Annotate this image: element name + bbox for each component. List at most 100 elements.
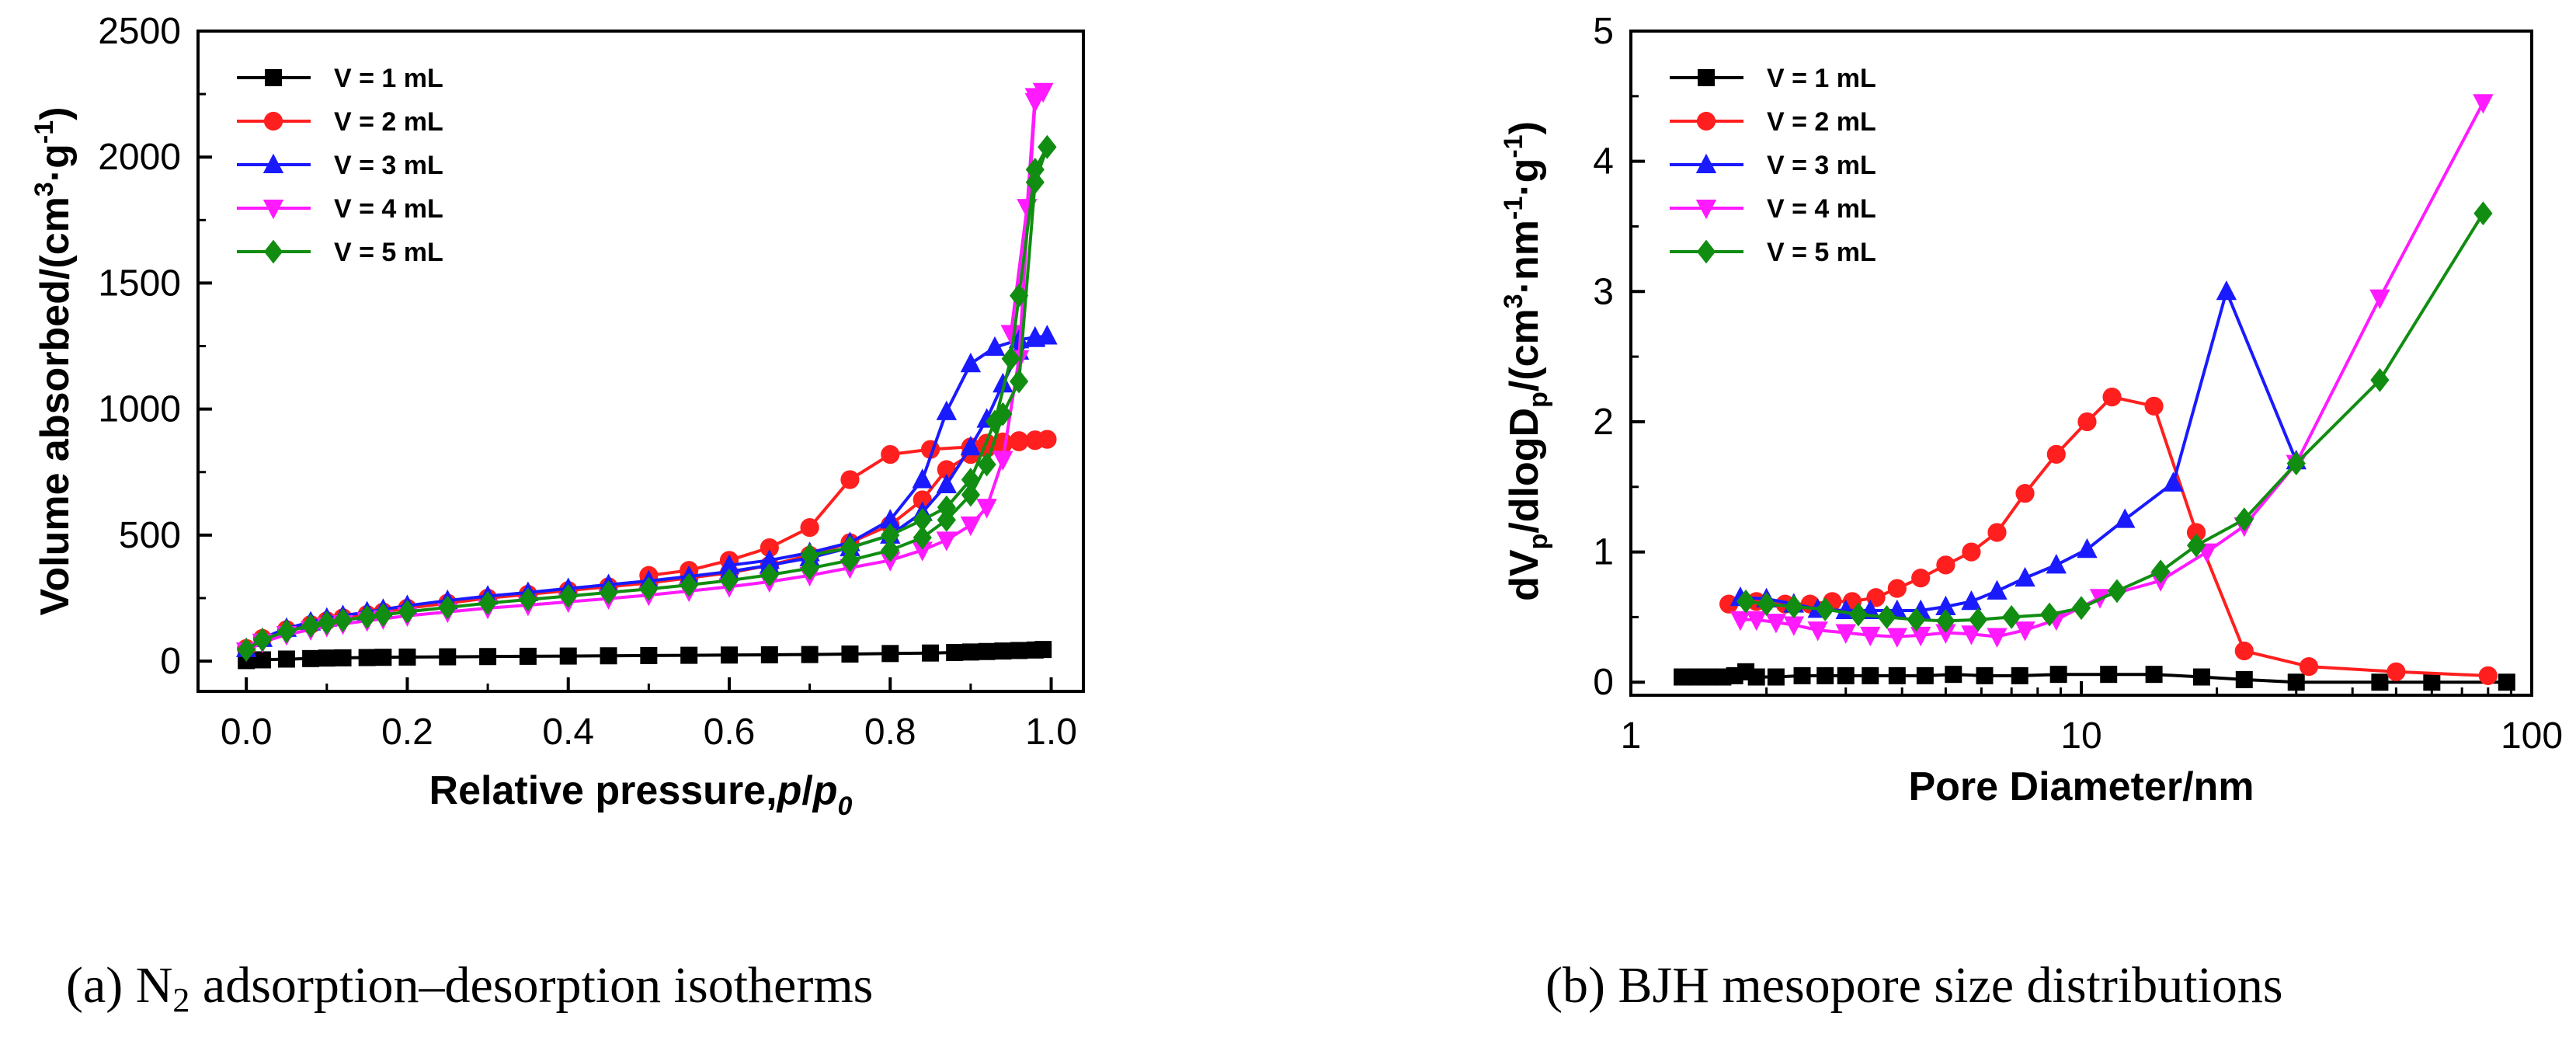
data-point-series-1	[946, 644, 964, 662]
data-point-series-1	[721, 646, 738, 664]
legend-marker-2	[1696, 111, 1716, 131]
data-point-series-1	[801, 646, 819, 663]
data-point-series-5	[2473, 201, 2493, 226]
data-point-series-5	[800, 543, 819, 568]
data-point-series-5	[374, 603, 393, 628]
chart-a: 0.0 0.2 0.4 0.6 0.8 1.0 0 500 1000 1500 2000 2500 V…	[30, 11, 1085, 1019]
data-point-series-5	[518, 587, 538, 612]
data-point-series-4	[2473, 94, 2494, 114]
data-point-series-1	[2100, 666, 2118, 684]
data-point-series-3	[993, 372, 1013, 393]
y-tick-label: 3	[1593, 271, 1614, 312]
y-tick-label: 0	[1593, 662, 1614, 703]
x-tick-label: 10	[2060, 715, 2101, 757]
data-point-series-1	[1862, 666, 1879, 684]
chart-b-marks	[1674, 94, 2515, 691]
legend-marker-4	[1695, 200, 1717, 220]
data-point-series-3	[936, 473, 958, 493]
data-point-series-5	[558, 583, 578, 608]
series-line-5-curve	[1745, 212, 2485, 623]
data-point-series-5	[913, 525, 932, 550]
data-point-series-4	[1835, 624, 1856, 644]
data-point-series-4	[1024, 88, 1046, 108]
chart-a-marks	[235, 82, 1058, 670]
data-point-series-2	[1009, 431, 1029, 451]
data-point-series-4	[960, 516, 982, 537]
chart-b-xlabel: Pore Diameter/nm	[1908, 764, 2254, 809]
data-point-series-1	[1888, 666, 1906, 684]
data-point-series-1	[559, 647, 577, 665]
data-point-series-1	[479, 648, 497, 666]
legend-label-4: V = 4 mL	[334, 194, 443, 224]
data-point-series-1	[1747, 668, 1765, 686]
data-point-series-1	[2011, 666, 2028, 684]
data-point-series-5	[800, 556, 819, 581]
data-point-series-1	[253, 651, 271, 669]
data-point-series-4	[976, 499, 997, 519]
data-point-series-5	[333, 608, 353, 632]
chart-a-caption: (a) N2 adsorption–desorption isotherms	[66, 957, 873, 1019]
data-point-series-5	[961, 482, 981, 507]
data-point-series-3	[2015, 566, 2035, 587]
legend-label-2: V = 2 mL	[1767, 107, 1876, 137]
data-point-series-1	[302, 649, 320, 667]
y-tick-label: 2500	[98, 11, 181, 52]
y-tick-label: 1500	[98, 263, 181, 304]
data-point-series-5	[1038, 134, 1057, 159]
data-point-series-1	[2192, 668, 2210, 686]
data-point-series-4	[1783, 616, 1805, 636]
data-point-series-1	[2423, 673, 2441, 691]
data-point-series-1	[961, 643, 979, 661]
x-tick-label: 0.8	[864, 712, 916, 753]
data-point-series-2	[937, 460, 956, 479]
data-point-series-5	[961, 468, 981, 492]
data-point-series-1	[978, 642, 996, 660]
data-point-series-3	[984, 336, 1006, 357]
data-point-series-1	[334, 649, 352, 666]
legend-marker-1	[1698, 69, 1715, 86]
data-point-series-1	[680, 646, 698, 664]
data-point-series-1	[1837, 666, 1855, 684]
data-point-series-5	[881, 538, 900, 562]
x-tick-label: 1	[1621, 715, 1642, 757]
data-point-series-2	[2102, 387, 2122, 407]
legend-label-1: V = 1 mL	[334, 64, 443, 93]
data-point-series-1	[640, 646, 658, 664]
data-point-series-5	[1968, 607, 1988, 632]
data-point-series-4	[1032, 82, 1054, 103]
legend-marker-5	[1696, 239, 1716, 264]
x-tick-label: 100	[2501, 715, 2563, 757]
data-point-series-1	[994, 642, 1012, 660]
x-tick-label: 0.2	[381, 712, 433, 753]
data-point-series-3	[1024, 325, 1046, 346]
data-point-series-4	[1886, 628, 1908, 648]
data-point-series-2	[1887, 579, 1907, 598]
chart-a-plot-frame	[196, 30, 1085, 693]
data-point-series-5	[252, 628, 273, 652]
data-point-series-5	[937, 507, 956, 532]
data-point-series-5	[913, 507, 932, 532]
series-line-4-curve	[1740, 102, 2485, 639]
data-point-series-3	[2216, 280, 2237, 301]
data-point-series-4	[1935, 624, 1956, 644]
data-point-series-2	[760, 538, 779, 558]
y-tick-label: 5	[1593, 11, 1614, 52]
data-point-series-1	[2049, 666, 2067, 684]
data-point-series-1	[439, 648, 457, 666]
data-point-series-5	[276, 619, 297, 644]
data-point-series-5	[2039, 602, 2060, 627]
data-point-series-1	[2371, 673, 2389, 691]
data-point-series-4	[2015, 621, 2035, 642]
data-point-series-3	[1935, 595, 1956, 615]
legend-marker-4	[262, 200, 284, 220]
data-point-series-3	[718, 554, 740, 574]
data-point-series-1	[1793, 666, 1811, 684]
y-tick-label: 4	[1593, 141, 1614, 183]
data-point-series-1	[1674, 668, 1691, 686]
legend-marker-3	[262, 153, 284, 173]
data-point-series-1	[1010, 642, 1028, 659]
chart-b-caption: (b) BJH mesopore size distributions	[1545, 957, 2283, 1014]
chart-b-legend: V = 1 mL V = 2 mL V = 3 mL V = 4 mL V = 5 mL	[1670, 64, 1876, 267]
